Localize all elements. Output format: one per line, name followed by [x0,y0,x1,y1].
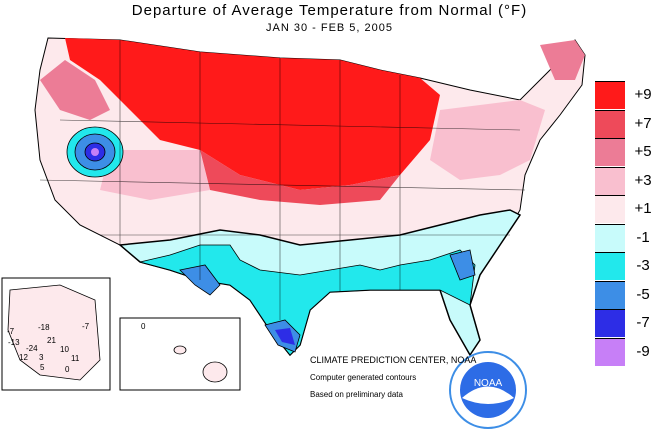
alaska-value: -7 [82,322,90,331]
legend-swatch [595,166,625,195]
legend-swatch [595,280,625,309]
hawaii-value: 0 [141,322,146,331]
noaa-bird-icon [462,386,514,404]
legend-label: +5 [634,143,652,160]
hawaii-island [202,361,228,383]
minus3-band [139,244,476,356]
legend-swatch [595,109,625,138]
legend-swatch [595,252,625,280]
legend-label: +7 [634,114,652,132]
legend-swatch [595,195,625,223]
plus5-region [40,60,110,120]
plus3-region [430,100,545,180]
alaska-value: 10 [60,345,69,354]
legend-swatch [595,223,625,252]
legend-label: +3 [634,171,652,189]
hawaii-island [173,345,187,355]
credit-note-2: Based on preliminary data [310,390,403,399]
legend-label: -7 [636,314,650,331]
map-subtitle: JAN 30 - FEB 5, 2005 [266,22,393,34]
alaska-value: 21 [47,336,56,345]
map-title: Departure of Average Temperature from No… [131,2,528,19]
noaa-logo-text: NOAA [474,378,503,389]
legend-label: +1 [634,200,652,217]
minus7-texas [275,328,295,345]
alaska-value: -18 [38,323,50,332]
alaska-value: 5 [40,363,45,372]
plus5-region-ne [540,40,585,80]
state-lines [39,40,526,320]
legend-swatch [595,138,625,166]
legend-label: -9 [636,342,650,360]
legend-label: -5 [636,285,650,303]
alaska-shape [7,284,101,381]
alaska-value: 11 [71,354,80,363]
legend-label: -1 [636,228,650,246]
alaska-value: -7 [7,327,15,336]
legend-label: -3 [636,257,650,274]
minus9-spot [91,148,99,156]
credit-org: CLIMATE PREDICTION CENTER, NOAA [310,355,477,365]
alaska-value: 0 [65,365,70,374]
plus7-region [200,150,400,205]
alaska-value: 3 [39,353,44,362]
minus5-sc [449,249,476,281]
plus3-region-w [100,150,210,200]
legend-swatch [595,337,625,366]
legend-label: +9 [634,86,652,103]
credit-note-1: Computer generated contours [310,373,417,382]
legend-swatch [595,81,625,109]
alaska-value: -24 [26,344,38,353]
legend-swatch [595,309,625,337]
alaska-value: 12 [19,353,28,362]
plus9-region [65,38,440,190]
alaska-value: -13 [8,338,20,347]
